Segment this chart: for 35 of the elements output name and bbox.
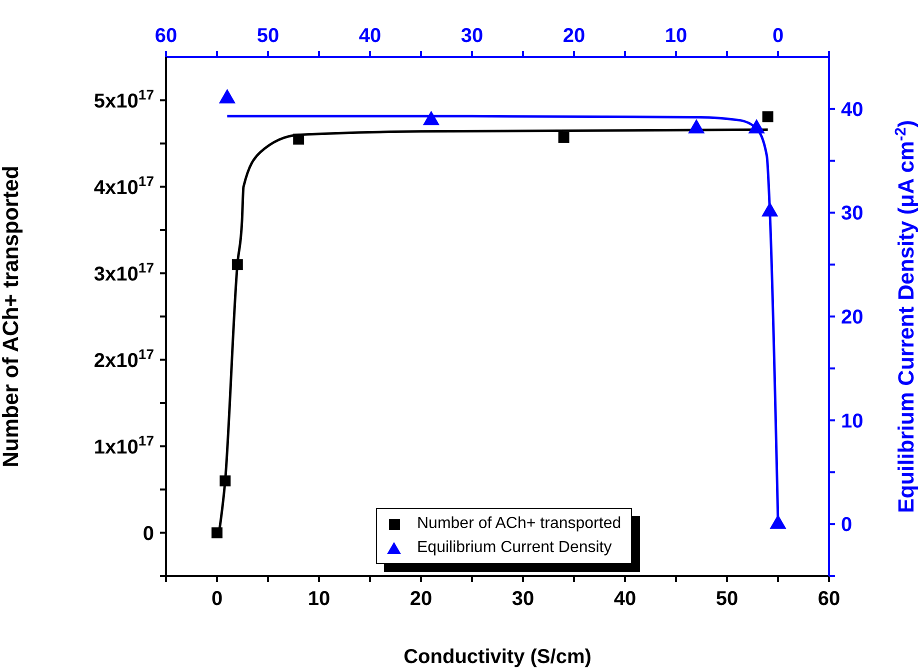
- x-tick-label: 50: [716, 588, 738, 610]
- y-tick-label: 0: [142, 522, 154, 545]
- y-tick-label: 4x10$^{17}$: [94, 172, 154, 199]
- x2-tick-label: 40: [358, 25, 382, 47]
- point: [762, 202, 778, 216]
- y2-tick-label: 40: [841, 98, 864, 121]
- y-tick-label: 1x10$^{17}$: [94, 432, 154, 458]
- x2-tick-label: 20: [562, 25, 586, 47]
- x2-tick-label: 60: [154, 25, 178, 47]
- x2-tick-label: 30: [460, 25, 484, 47]
- x-tick-label: 0: [211, 588, 223, 610]
- y-tick-label: 3x10$^{17}$: [94, 259, 154, 286]
- legend-label: Equilibrium Current Density: [417, 538, 612, 558]
- x-tick-label: 60: [818, 588, 840, 610]
- legend-label: Number of ACh+ transported: [417, 514, 622, 534]
- y-tick-label: 2x10$^{17}$: [94, 346, 154, 372]
- y2-tick-label: 0: [841, 514, 852, 536]
- x2-tick-label: 10: [664, 25, 688, 47]
- x2-tick-label: 50: [256, 25, 280, 47]
- x-tick-label: 40: [614, 588, 636, 610]
- x2-tick-label: 0: [772, 25, 784, 47]
- point: [422, 110, 440, 126]
- y2-tick-label: 10: [841, 410, 864, 432]
- y2-tick-label: 30: [841, 202, 864, 225]
- point: [748, 119, 765, 134]
- y-tick-label: 5x10$^{17}$: [94, 86, 154, 112]
- y-axis-title: Number of ACh+ transported: [0, 166, 23, 468]
- point: [770, 514, 786, 529]
- point: [218, 88, 236, 104]
- point: [688, 119, 705, 134]
- x-tick-label: 30: [512, 588, 534, 610]
- x-tick-label: 20: [410, 588, 432, 610]
- x-axis-title: Conductivity (S/cm): [404, 646, 592, 668]
- y2-tick-label: 20: [841, 306, 864, 328]
- x-tick-label: 10: [308, 588, 330, 610]
